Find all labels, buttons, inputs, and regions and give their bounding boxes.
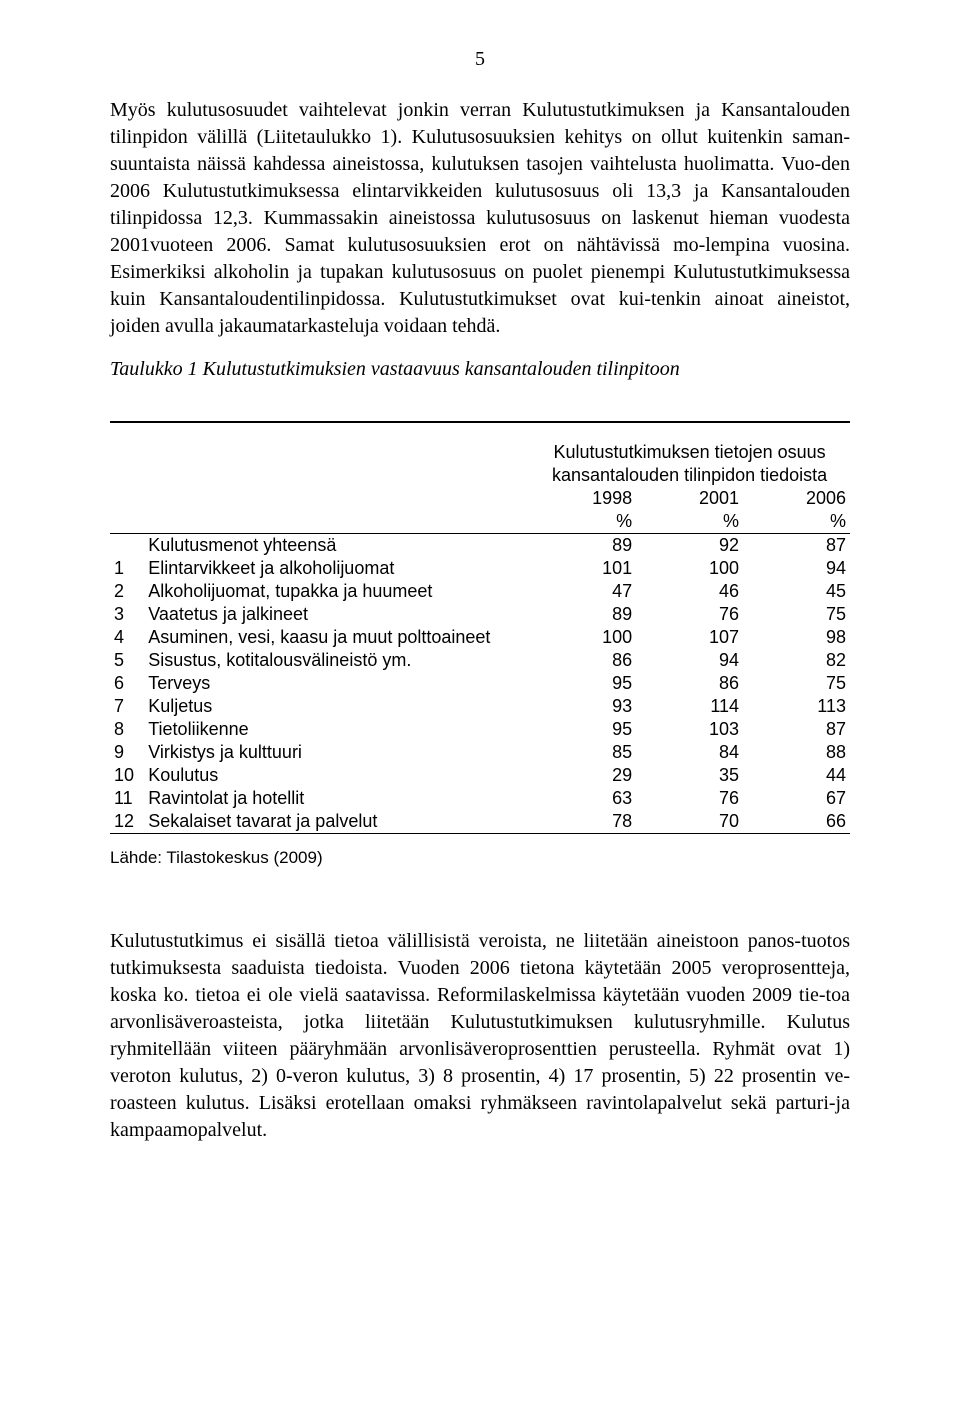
row-value: 45 — [743, 580, 850, 603]
row-value: 75 — [743, 672, 850, 695]
row-value: 67 — [743, 787, 850, 810]
row-value: 66 — [743, 810, 850, 834]
row-index: 3 — [110, 603, 144, 626]
row-index: 12 — [110, 810, 144, 834]
row-value: 89 — [529, 603, 636, 626]
table-row: 6Terveys958675 — [110, 672, 850, 695]
row-index: 4 — [110, 626, 144, 649]
page: 5 Myös kulutusosuudet vaihtelevat jonkin… — [0, 0, 960, 1408]
header-title-line1: Kulutustutkimuksen tietojen osuus — [529, 441, 850, 464]
row-index: 11 — [110, 787, 144, 810]
row-value: 86 — [529, 649, 636, 672]
table-row: 1Elintarvikkeet ja alkoholijuomat1011009… — [110, 557, 850, 580]
row-label: Sekalaiset tavarat ja palvelut — [144, 810, 529, 834]
row-label: Kuljetus — [144, 695, 529, 718]
table-header-years: 1998 2001 2006 — [110, 487, 850, 510]
table-row: 8Tietoliikenne9510387 — [110, 718, 850, 741]
row-value: 100 — [636, 557, 743, 580]
row-label: Terveys — [144, 672, 529, 695]
row-value: 88 — [743, 741, 850, 764]
pct-2: % — [743, 510, 850, 534]
row-value: 85 — [529, 741, 636, 764]
row-label: Sisustus, kotitalousvälineistö ym. — [144, 649, 529, 672]
table-header-pct: % % % — [110, 510, 850, 534]
table-row: 2Alkoholijuomat, tupakka ja huumeet47464… — [110, 580, 850, 603]
row-value: 46 — [636, 580, 743, 603]
row-value: 78 — [529, 810, 636, 834]
row-value: 101 — [529, 557, 636, 580]
row-value: 95 — [529, 672, 636, 695]
row-value: 114 — [636, 695, 743, 718]
year-col-0: 1998 — [529, 487, 636, 510]
row-value: 75 — [743, 603, 850, 626]
total-v1: 92 — [636, 534, 743, 558]
table-source: Lähde: Tilastokeskus (2009) — [110, 848, 850, 868]
total-label: Kulutusmenot yhteensä — [144, 534, 529, 558]
row-value: 35 — [636, 764, 743, 787]
row-index: 9 — [110, 741, 144, 764]
row-label: Asuminen, vesi, kaasu ja muut polttoaine… — [144, 626, 529, 649]
total-v0: 89 — [529, 534, 636, 558]
row-label: Alkoholijuomat, tupakka ja huumeet — [144, 580, 529, 603]
table-row: 11Ravintolat ja hotellit637667 — [110, 787, 850, 810]
row-value: 113 — [743, 695, 850, 718]
table-header-title: Kulutustutkimuksen tietojen osuus — [110, 441, 850, 464]
header-title-line2: kansantalouden tilinpidon tiedoista — [529, 464, 850, 487]
row-index: 5 — [110, 649, 144, 672]
row-value: 86 — [636, 672, 743, 695]
row-value: 100 — [529, 626, 636, 649]
table-header-title2: kansantalouden tilinpidon tiedoista — [110, 464, 850, 487]
table-row: 7Kuljetus93114113 — [110, 695, 850, 718]
row-value: 84 — [636, 741, 743, 764]
row-label: Virkistys ja kulttuuri — [144, 741, 529, 764]
row-value: 76 — [636, 603, 743, 626]
table-container: Kulutustutkimuksen tietojen osuus kansan… — [110, 421, 850, 834]
row-value: 63 — [529, 787, 636, 810]
row-value: 82 — [743, 649, 850, 672]
table-row: 3Vaatetus ja jalkineet897675 — [110, 603, 850, 626]
row-label: Tietoliikenne — [144, 718, 529, 741]
row-value: 76 — [636, 787, 743, 810]
row-value: 107 — [636, 626, 743, 649]
data-table: Kulutustutkimuksen tietojen osuus kansan… — [110, 421, 850, 834]
row-value: 44 — [743, 764, 850, 787]
paragraph-2: Kulutustutkimus ei sisällä tietoa välill… — [110, 928, 850, 1144]
row-value: 87 — [743, 718, 850, 741]
table-row: 5Sisustus, kotitalousvälineistö ym.86948… — [110, 649, 850, 672]
table-header-spacer — [110, 422, 850, 441]
row-value: 94 — [743, 557, 850, 580]
table-row: 9Virkistys ja kulttuuri858488 — [110, 741, 850, 764]
table-row: 12Sekalaiset tavarat ja palvelut787066 — [110, 810, 850, 834]
row-label: Vaatetus ja jalkineet — [144, 603, 529, 626]
row-index: 8 — [110, 718, 144, 741]
row-index: 10 — [110, 764, 144, 787]
page-number: 5 — [110, 48, 850, 71]
pct-0: % — [529, 510, 636, 534]
table-row-total: Kulutusmenot yhteensä 89 92 87 — [110, 534, 850, 558]
row-index: 1 — [110, 557, 144, 580]
year-col-1: 2001 — [636, 487, 743, 510]
row-index: 7 — [110, 695, 144, 718]
year-col-2: 2006 — [743, 487, 850, 510]
row-value: 29 — [529, 764, 636, 787]
pct-1: % — [636, 510, 743, 534]
row-index: 2 — [110, 580, 144, 603]
row-label: Ravintolat ja hotellit — [144, 787, 529, 810]
total-v2: 87 — [743, 534, 850, 558]
row-label: Koulutus — [144, 764, 529, 787]
row-value: 93 — [529, 695, 636, 718]
row-label: Elintarvikkeet ja alkoholijuomat — [144, 557, 529, 580]
table-row: 4Asuminen, vesi, kaasu ja muut polttoain… — [110, 626, 850, 649]
row-value: 103 — [636, 718, 743, 741]
row-value: 70 — [636, 810, 743, 834]
row-value: 94 — [636, 649, 743, 672]
paragraph-1: Myös kulutusosuudet vaihtelevat jonkin v… — [110, 97, 850, 340]
row-value: 98 — [743, 626, 850, 649]
row-value: 95 — [529, 718, 636, 741]
row-index: 6 — [110, 672, 144, 695]
row-value: 47 — [529, 580, 636, 603]
table-row: 10Koulutus293544 — [110, 764, 850, 787]
table-caption: Taulukko 1 Kulutustutkimuksien vastaavuu… — [110, 358, 850, 381]
